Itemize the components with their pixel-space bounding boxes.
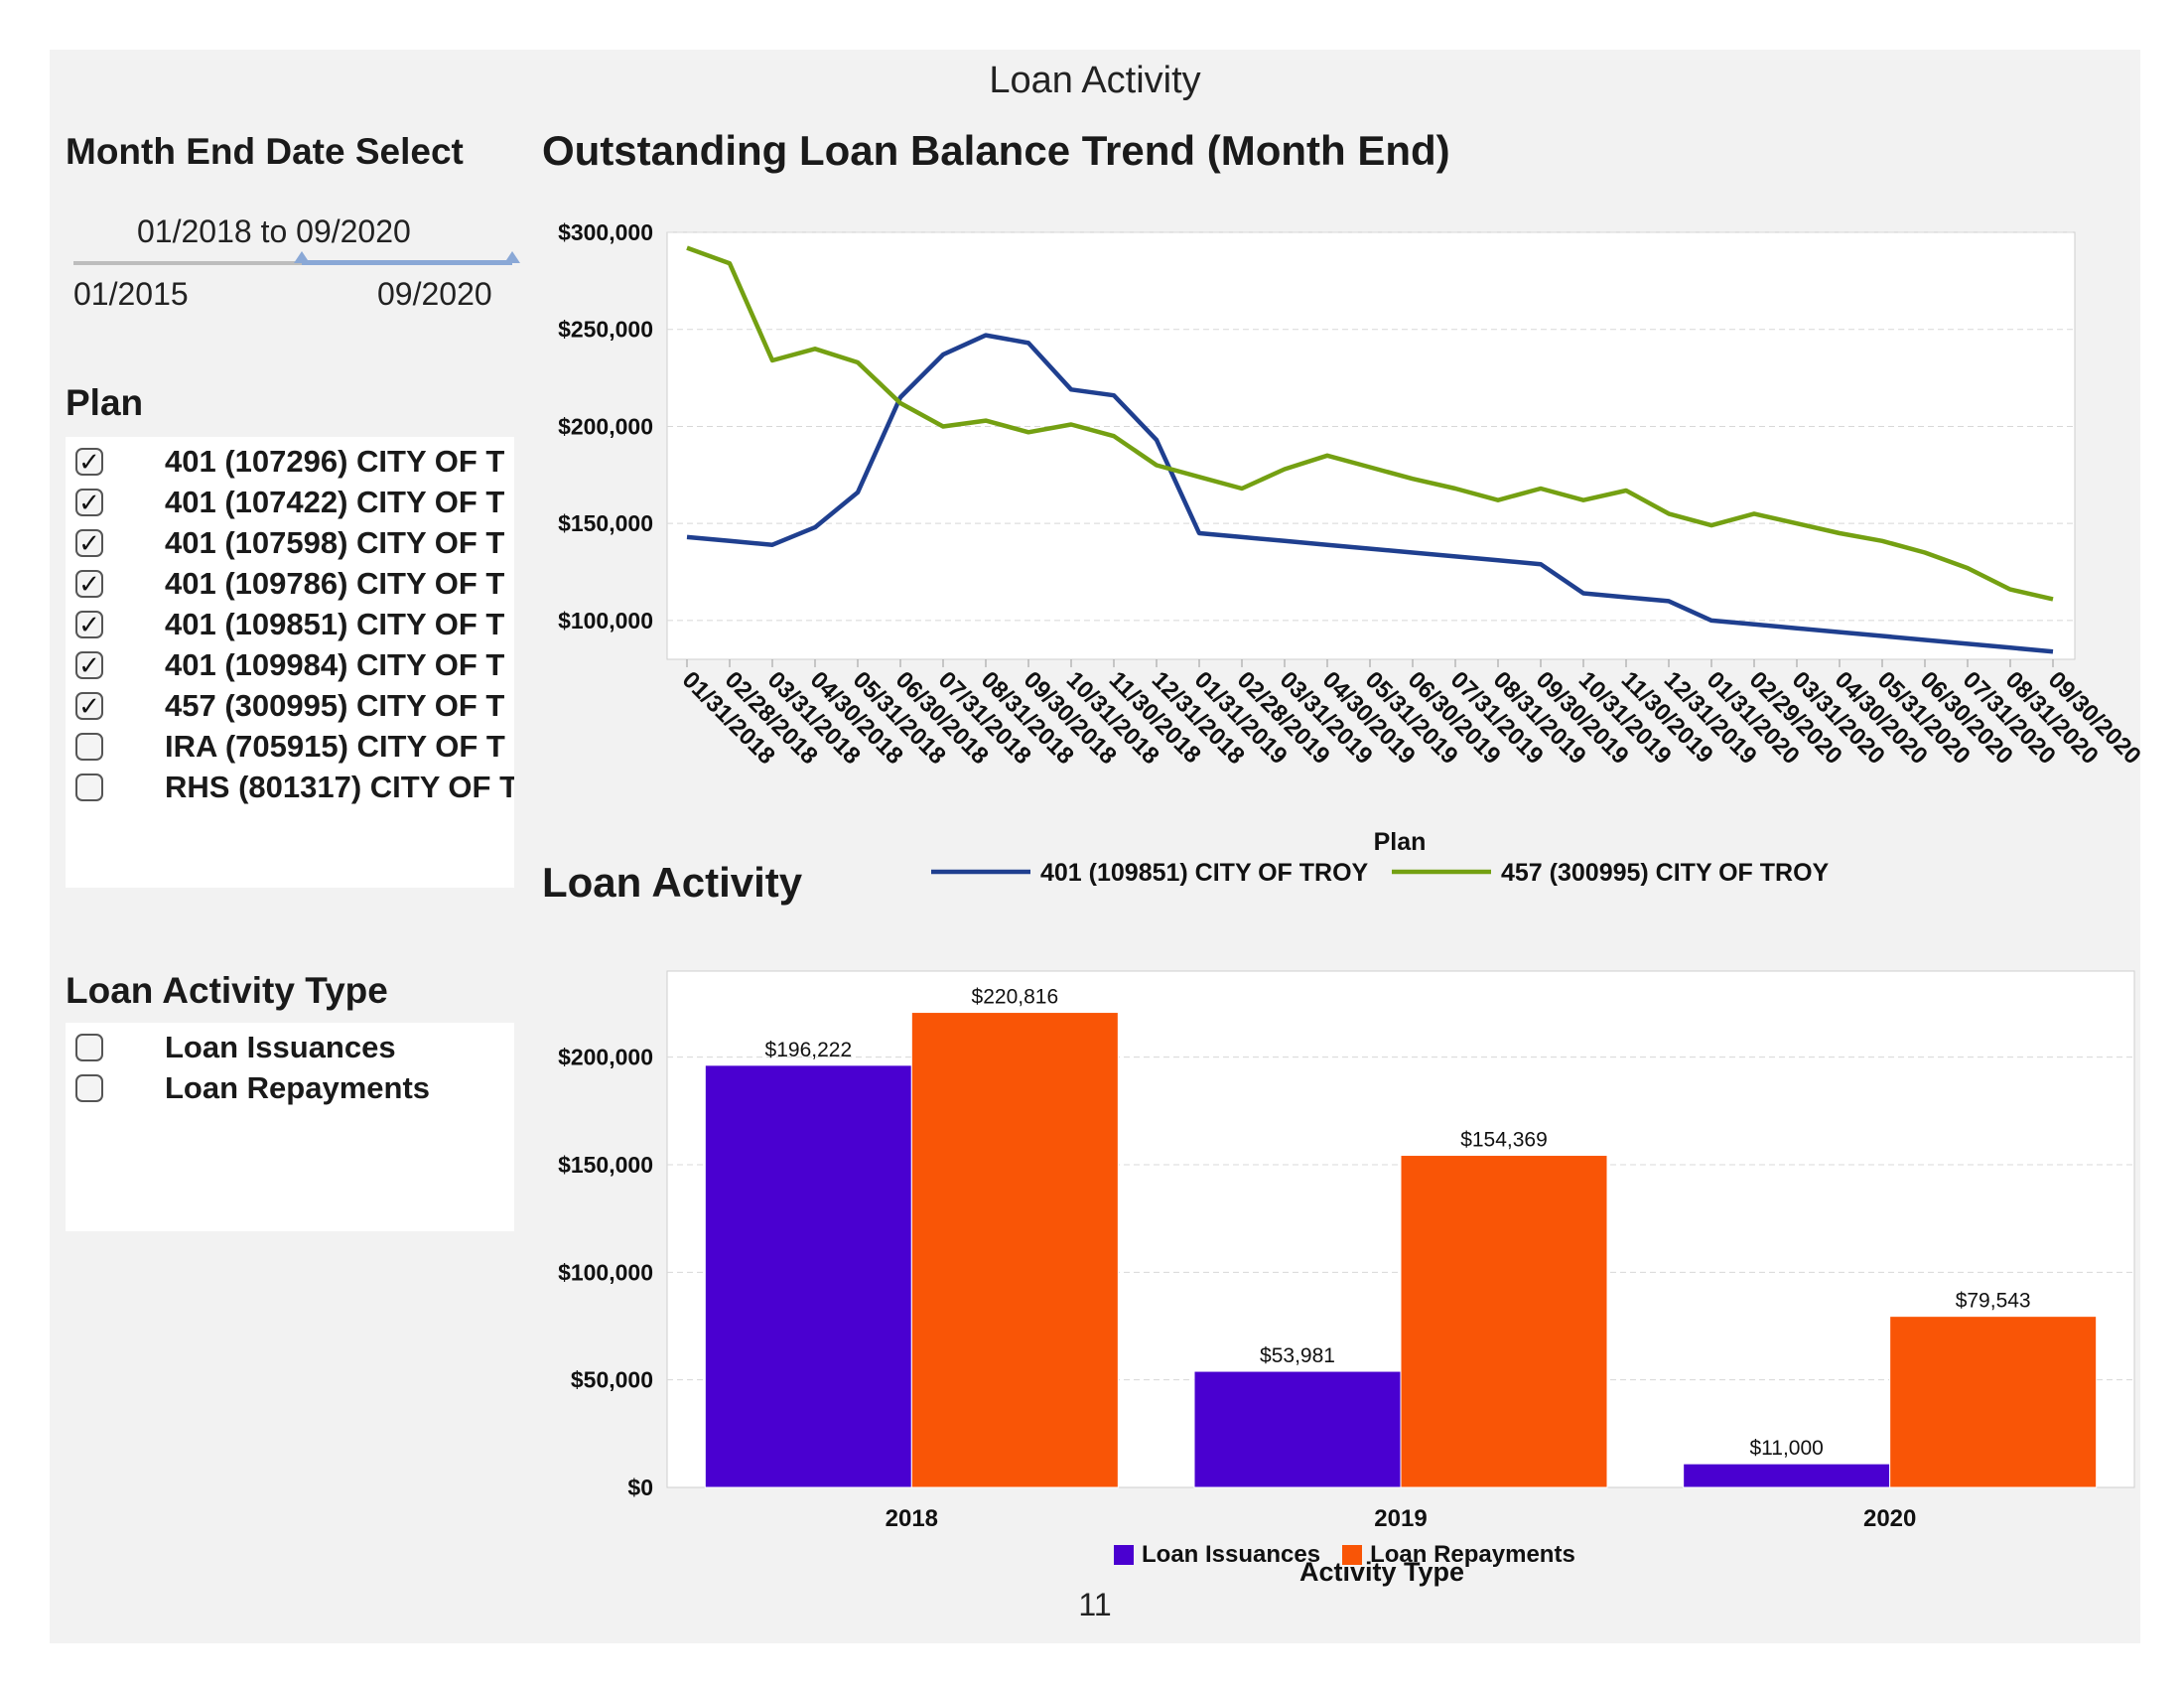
line-chart-title: Outstanding Loan Balance Trend (Month En…	[542, 127, 1450, 174]
bar	[1889, 1316, 2098, 1488]
date-slider-track[interactable]	[73, 261, 512, 265]
check-icon[interactable]: ✓	[75, 691, 103, 720]
date-select-title: Month End Date Select	[66, 131, 464, 172]
check-icon[interactable]: ✓	[75, 569, 103, 598]
plan-filter-item[interactable]: RHS (801317) CITY OF T	[66, 767, 514, 807]
page-number: 11	[1078, 1587, 1112, 1622]
legend-title: Plan	[1374, 828, 1427, 856]
plan-filter-title: Plan	[66, 382, 144, 423]
legend-label-repayments: Loan Repayments	[1370, 1541, 1575, 1568]
check-icon[interactable]: ✓	[75, 610, 103, 638]
plan-filter-item[interactable]: ✓ 457 (300995) CITY OF T	[66, 685, 514, 726]
x-tick-label: 2019	[1374, 1505, 1427, 1532]
bar	[1193, 1370, 1402, 1488]
plan-filter-item[interactable]: ✓ 401 (109851) CITY OF T	[66, 604, 514, 644]
date-slider-max-label: 09/2020	[377, 276, 492, 312]
legend-swatch-issuances	[1114, 1545, 1134, 1565]
y-tick-label: $200,000	[558, 1045, 653, 1070]
plan-filter-item-label: 401 (109984) CITY OF T	[165, 646, 505, 682]
empty-box-icon[interactable]	[75, 732, 103, 761]
y-tick-label: $50,000	[571, 1367, 653, 1393]
legend-swatch-repayments	[1342, 1545, 1363, 1565]
plan-filter-item[interactable]: ✓ 401 (109786) CITY OF T	[66, 563, 514, 604]
bar-chart-title: Loan Activity	[542, 859, 803, 906]
empty-box-icon[interactable]	[75, 773, 103, 801]
bar	[910, 1012, 1119, 1488]
data-label: $196,222	[765, 1039, 853, 1061]
plan-filter-item-label: 401 (107422) CITY OF T	[165, 484, 505, 519]
check-icon[interactable]: ✓	[75, 528, 103, 557]
legend-title: Activity Type	[1299, 1557, 1464, 1587]
check-icon[interactable]: ✓	[75, 488, 103, 516]
data-label: $53,981	[1260, 1344, 1335, 1367]
check-icon[interactable]: ✓	[75, 447, 103, 476]
date-slider-min-label: 01/2015	[73, 276, 189, 312]
y-tick-label: $150,000	[558, 1152, 653, 1178]
loan-activity-bar-chart: $0 $50,000 $100,000 $150,000 $200,000 $196,22…	[558, 970, 2135, 1587]
activity-type-filter-title: Loan Activity Type	[66, 970, 388, 1011]
plot-area	[666, 231, 2076, 660]
data-label: $154,369	[1460, 1129, 1548, 1152]
plan-filter-item-label: RHS (801317) CITY OF T	[165, 769, 514, 804]
series-line	[686, 333, 2054, 654]
y-tick-label: $200,000	[558, 413, 653, 439]
plan-filter-item-label: 401 (107296) CITY OF T	[165, 443, 505, 479]
check-icon[interactable]: ✓	[75, 650, 103, 679]
y-tick-label: $0	[627, 1475, 653, 1500]
data-label: $220,816	[972, 986, 1059, 1009]
plan-filter-item[interactable]: ✓ 401 (107598) CITY OF T	[66, 522, 514, 563]
plan-filter-item[interactable]: ✓ 401 (109984) CITY OF T	[66, 644, 514, 685]
y-tick-label: $250,000	[558, 317, 653, 343]
date-slider-selected-range[interactable]	[302, 260, 512, 265]
empty-box-icon[interactable]	[75, 1073, 103, 1102]
y-tick-label: $100,000	[558, 608, 653, 633]
page-title: Loan Activity	[989, 60, 1201, 101]
plan-filter-item-label: 401 (107598) CITY OF T	[165, 524, 505, 560]
plan-filter-item[interactable]: ✓ 401 (107296) CITY OF T	[66, 441, 514, 482]
activity-type-filter-list: Loan Issuances Loan Repayments	[66, 1023, 514, 1231]
loan-balance-line-chart: $100,000 $150,000 $200,000 $250,000 $300,000…	[558, 219, 2140, 887]
date-range-label: 01/2018 to 09/2020	[137, 213, 411, 249]
report-panel: Loan Activity Month End Date Select 01/2…	[50, 50, 2140, 1643]
activity-type-filter-item-label: Loan Repayments	[165, 1069, 431, 1105]
activity-type-filter-item-label: Loan Issuances	[165, 1029, 396, 1064]
y-tick-label: $100,000	[558, 1259, 653, 1285]
x-tick-label: 2018	[886, 1505, 938, 1532]
bar	[1400, 1155, 1608, 1488]
y-tick-label: $300,000	[558, 219, 653, 245]
plan-filter-list: ✓ 401 (107296) CITY OF T ✓ 401 (107422) CIT…	[66, 437, 514, 888]
plan-filter-item-label: 457 (300995) CITY OF T	[165, 687, 505, 723]
bar	[704, 1064, 912, 1488]
slider-start-handle-icon[interactable]	[294, 251, 310, 263]
legend-label: 401 (109851) CITY OF TROY	[1040, 859, 1369, 887]
slider-end-handle-icon[interactable]	[504, 251, 520, 263]
data-label: $79,543	[1956, 1290, 2031, 1313]
data-label: $11,000	[1749, 1437, 1823, 1460]
x-tick-label: 2020	[1863, 1505, 1916, 1532]
plan-filter-item-label: 401 (109786) CITY OF T	[165, 565, 505, 601]
legend-label-issuances: Loan Issuances	[1142, 1541, 1321, 1568]
plan-filter-item[interactable]: IRA (705915) CITY OF T	[66, 726, 514, 767]
plan-filter-item[interactable]: ✓ 401 (107422) CITY OF T	[66, 482, 514, 522]
plan-filter-item-label: IRA (705915) CITY OF T	[165, 728, 505, 764]
y-tick-label: $150,000	[558, 510, 653, 536]
bar-chart-legend: Loan Issuances Loan Repayments	[1114, 1541, 1575, 1569]
empty-box-icon[interactable]	[75, 1033, 103, 1061]
activity-type-filter-item[interactable]: Loan Repayments	[66, 1067, 514, 1108]
series-line	[686, 245, 2054, 602]
activity-type-filter-item[interactable]: Loan Issuances	[66, 1027, 514, 1067]
bar	[1683, 1463, 1891, 1488]
legend-label: 457 (300995) CITY OF TROY	[1501, 859, 1830, 887]
plan-filter-item-label: 401 (109851) CITY OF T	[165, 606, 505, 641]
